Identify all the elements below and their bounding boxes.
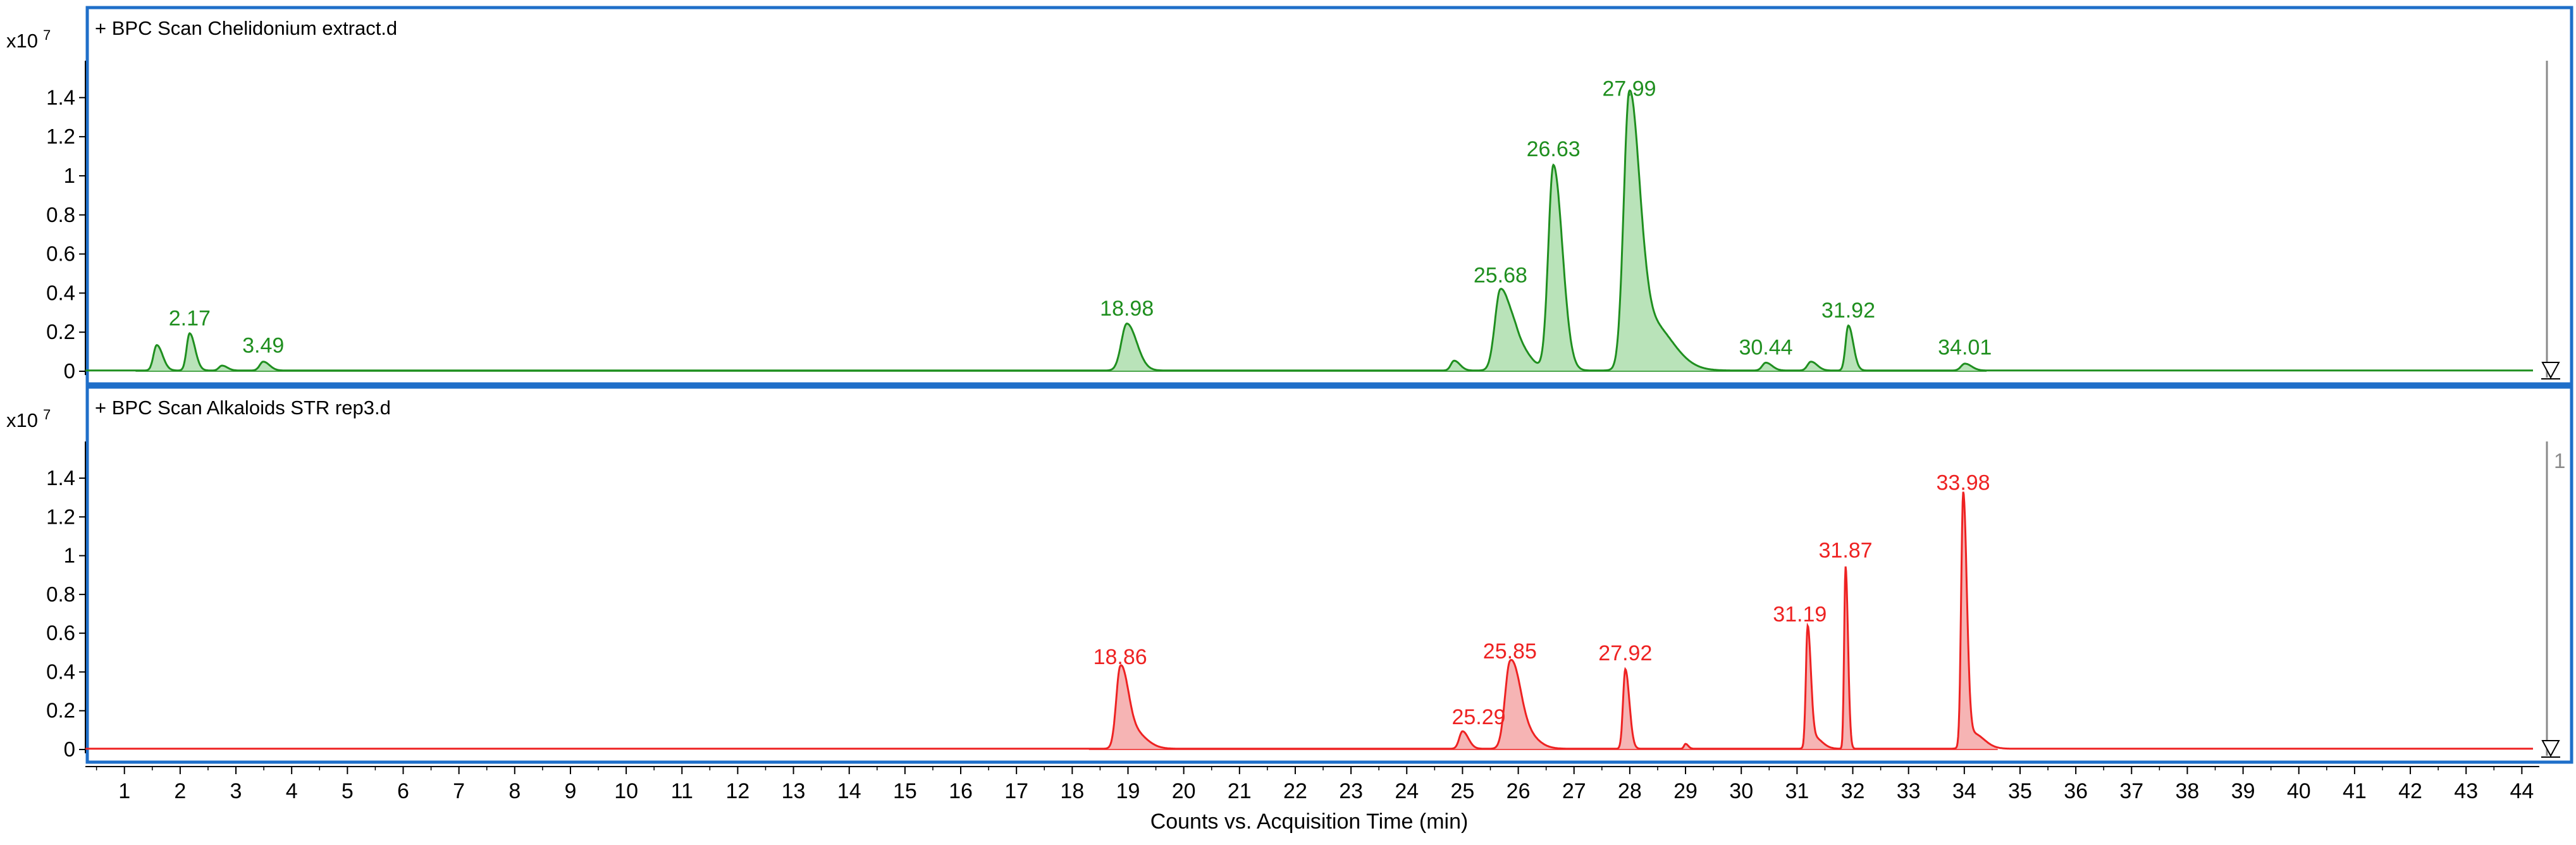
y-tick-label: 1.4: [46, 466, 75, 490]
y-tick-label: 0: [64, 359, 75, 383]
x-tick-label: 6: [397, 779, 409, 803]
x-tick-label: 13: [782, 779, 806, 803]
x-tick-label: 34: [1952, 779, 1976, 803]
x-tick-label: 12: [725, 779, 749, 803]
x-tick-label: 28: [1618, 779, 1642, 803]
panel-index: 1: [2554, 449, 2565, 472]
x-axis-title: Counts vs. Acquisition Time (min): [1150, 810, 1469, 834]
y-tick-label: 0.2: [46, 699, 75, 722]
x-tick-label: 9: [564, 779, 576, 803]
x-tick-label: 29: [1673, 779, 1698, 803]
peak-label: 25.68: [1474, 263, 1527, 287]
x-tick-label: 27: [1562, 779, 1586, 803]
chromatogram-panel: + BPC Scan Chelidonium extract.d x10 7 0 0.2…: [6, 6, 2573, 386]
chromatogram-panel: + BPC Scan Alkaloids STR rep3.d x10 7 0 0.2 0…: [6, 385, 2573, 764]
x-tick-label: 21: [1228, 779, 1252, 803]
peak-label: 34.01: [1938, 336, 1992, 360]
x-tick-label: 31: [1785, 779, 1809, 803]
x-tick-label: 15: [893, 779, 917, 803]
panel-frame: [85, 385, 2573, 764]
y-multiplier: x10 7: [6, 407, 51, 431]
x-tick-label: 17: [1004, 779, 1028, 803]
x-tick-label: 35: [2008, 779, 2032, 803]
peak-label: 33.98: [1937, 471, 1990, 495]
x-tick-label: 8: [508, 779, 521, 803]
trace-line: [85, 89, 2533, 372]
y-tick-label: 0.8: [46, 203, 75, 226]
y-tick-label: 0: [64, 737, 75, 761]
triangle-down-icon: [2541, 740, 2560, 758]
x-tick-label: 38: [2176, 779, 2200, 803]
peak-label: 27.99: [1602, 77, 1656, 101]
x-tick-label: 7: [453, 779, 465, 803]
peak-label: 26.63: [1527, 137, 1581, 161]
x-tick-label: 14: [837, 779, 861, 803]
x-tick-label: 19: [1116, 779, 1140, 803]
y-tick-label: 1.4: [46, 85, 75, 109]
x-tick-label: 18: [1060, 779, 1084, 803]
y-tick-label: 0.4: [46, 281, 75, 304]
peak-label: 27.92: [1598, 641, 1652, 665]
x-tick-label: 36: [2064, 779, 2088, 803]
x-tick-label: 32: [1841, 779, 1865, 803]
x-tick-label: 20: [1172, 779, 1196, 803]
peak-label: 31.87: [1819, 539, 1873, 563]
y-tick-label: 1: [64, 164, 75, 187]
peak-label: 25.29: [1451, 705, 1505, 729]
x-tick-label: 44: [2510, 779, 2534, 803]
x-tick-label: 23: [1339, 779, 1363, 803]
x-tick-label: 42: [2398, 779, 2422, 803]
x-tick-label: 37: [2119, 779, 2143, 803]
x-tick-label: 43: [2454, 779, 2478, 803]
triangle-down-icon: [2541, 362, 2560, 379]
x-tick-label: 26: [1507, 779, 1531, 803]
x-tick-label: 22: [1283, 779, 1307, 803]
x-tick-label: 2: [174, 779, 186, 803]
y-tick-label: 0.4: [46, 660, 75, 683]
x-tick-label: 16: [949, 779, 973, 803]
x-tick-label: 10: [614, 779, 638, 803]
peak-label: 3.49: [242, 334, 284, 358]
panel-title: + BPC Scan Alkaloids STR rep3.d: [95, 397, 391, 419]
y-multiplier: x10 7: [6, 27, 51, 52]
peak-label: 18.98: [1100, 297, 1154, 321]
y-tick-label: 1: [64, 544, 75, 567]
y-tick-label: 0.8: [46, 583, 75, 606]
x-tick-label: 25: [1451, 779, 1475, 803]
peak-label: 18.86: [1094, 645, 1147, 669]
peak-label: 31.19: [1773, 603, 1827, 627]
peak-label: 2.17: [169, 306, 211, 330]
x-tick-label: 39: [2231, 779, 2255, 803]
peak-label: 30.44: [1739, 336, 1792, 360]
y-tick-label: 1.2: [46, 505, 75, 528]
y-tick-label: 0.6: [46, 621, 75, 645]
y-tick-label: 0.6: [46, 242, 75, 266]
trace-fill: [135, 90, 1987, 371]
x-tick-label: 4: [286, 779, 298, 803]
x-tick-label: 30: [1729, 779, 1753, 803]
x-axis: 1 2 3 4 5 6 7 8 9 10 11 12 13 14 15 16 17 18 19 20 21 22 23 24 2…: [85, 766, 2539, 834]
x-tick-label: 24: [1395, 779, 1419, 803]
y-tick-label: 0.2: [46, 320, 75, 343]
peak-label: 31.92: [1821, 299, 1875, 323]
x-tick-label: 3: [230, 779, 242, 803]
trace-line: [85, 491, 2533, 750]
panel-title: + BPC Scan Chelidonium extract.d: [95, 17, 397, 39]
x-tick-label: 1: [118, 779, 130, 803]
x-tick-label: 41: [2343, 779, 2367, 803]
panel-frame: [85, 6, 2573, 386]
x-tick-label: 5: [342, 779, 354, 803]
x-tick-label: 11: [671, 779, 693, 803]
x-tick-label: 40: [2287, 779, 2311, 803]
x-tick-label: 33: [1897, 779, 1921, 803]
y-tick-label: 1.2: [46, 125, 75, 148]
trace-fill: [1088, 491, 1998, 749]
peak-label: 25.85: [1483, 639, 1537, 663]
